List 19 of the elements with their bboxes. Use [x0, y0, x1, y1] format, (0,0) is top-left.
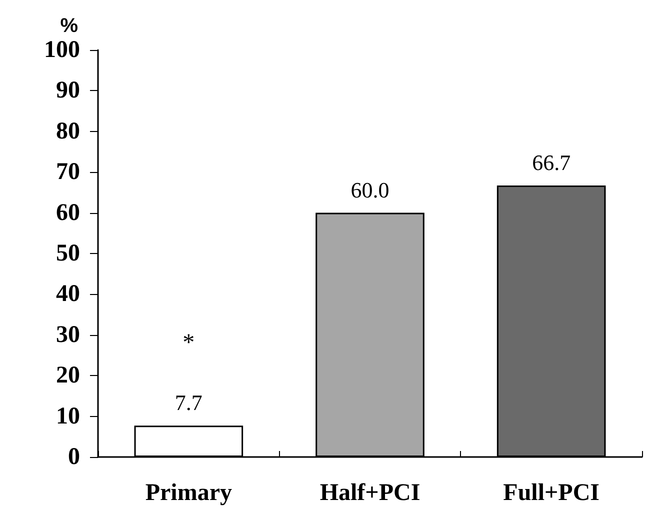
- y-tick-label: 50: [56, 240, 80, 266]
- y-tick-label: 70: [56, 159, 80, 186]
- data-label: 7.7: [174, 390, 202, 416]
- y-tick-label: 20: [56, 362, 80, 389]
- y-tick-label: 10: [56, 403, 80, 430]
- x-tick-label: Full+PCI: [503, 480, 600, 506]
- y-tick-label: 30: [56, 322, 80, 348]
- data-label: 60.0: [350, 177, 390, 202]
- data-label: 66.7: [532, 150, 571, 176]
- y-tick-label: 80: [56, 118, 80, 144]
- y-tick-label: 0: [68, 444, 80, 470]
- x-tick-label: Half+PCI: [320, 480, 420, 506]
- y-tick-label: 100: [44, 37, 80, 63]
- annotation: *: [182, 330, 195, 356]
- y-tick-label: 60: [56, 200, 80, 226]
- y-tick-label: 90: [56, 78, 80, 104]
- y-axis-title: %: [60, 15, 78, 37]
- y-tick-label: 40: [56, 281, 80, 308]
- x-tick-label: Primary: [145, 480, 232, 506]
